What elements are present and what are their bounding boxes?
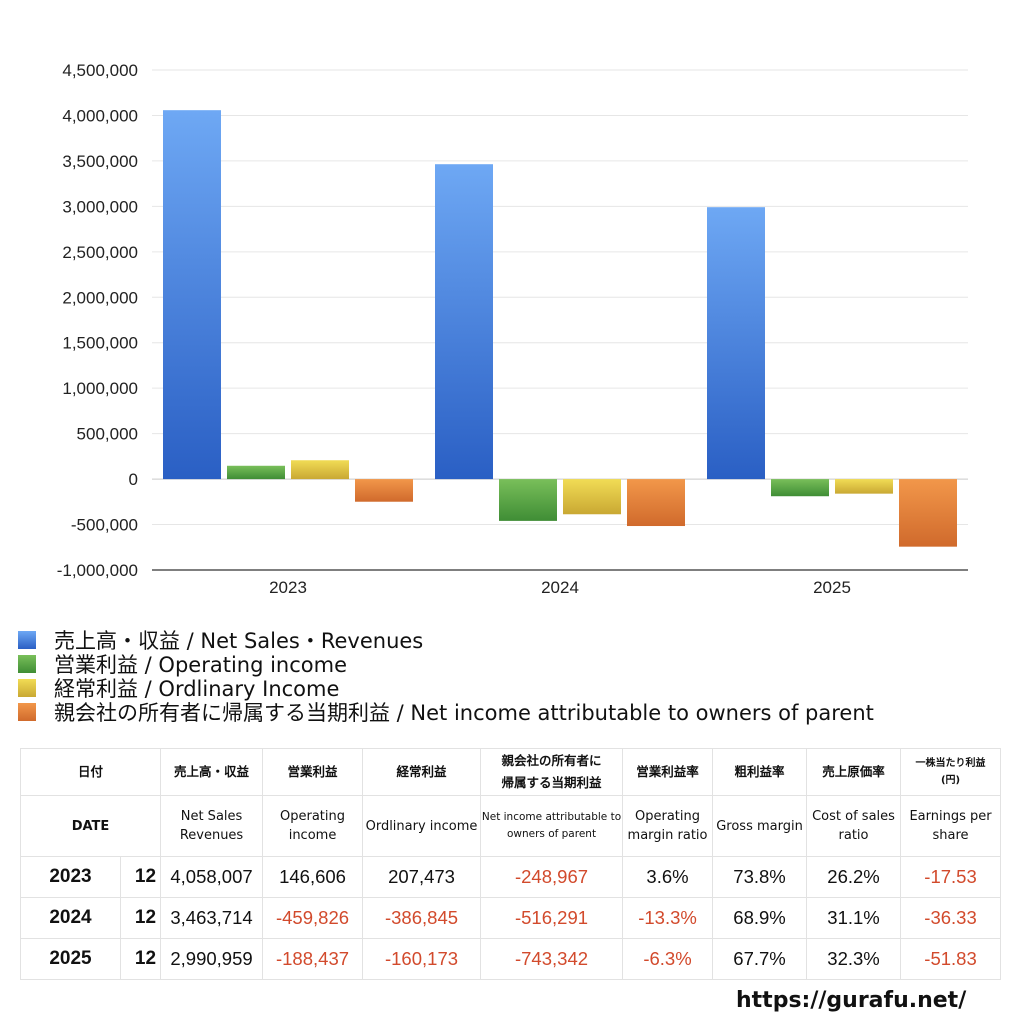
financial-table: 日付 売上高・収益 営業利益 経常利益 親会社の所有者に 帰属する当期利益 営業… [19, 748, 1002, 980]
y-tick-label: -500,000 [71, 516, 138, 535]
site-url: https://gurafu.net/ [736, 988, 967, 1013]
header-cost-ratio-en: Cost of sales ratio [806, 795, 902, 857]
bar-2024-series-0 [435, 164, 493, 480]
legend-swatch-net-sales [18, 631, 36, 649]
header-operating-margin-jp: 営業利益率 [622, 748, 714, 796]
header-cost-ratio-jp: 売上原価率 [806, 748, 902, 796]
legend-label-ordinary-income: 経常利益 / Ordlinary Income [54, 677, 340, 701]
header-operating-income-en: Operating income [262, 795, 364, 857]
y-tick-label: 2,500,000 [62, 243, 138, 262]
cell-eps: -51.83 [900, 938, 1002, 980]
cell-year: 2023 [20, 856, 121, 898]
y-tick-label: 1,000,000 [62, 379, 138, 398]
cell-operating-income: -188,437 [262, 938, 364, 980]
bar-2025-series-3 [899, 479, 957, 547]
cell-operating-income: 146,606 [262, 856, 364, 898]
y-tick-label: 0 [129, 470, 138, 489]
cell-ordinary-income: -386,845 [362, 897, 482, 939]
legend-label-operating-income: 営業利益 / Operating income [54, 653, 348, 677]
header-operating-income-jp: 営業利益 [262, 748, 364, 796]
header-ordinary-income-jp: 経常利益 [362, 748, 482, 796]
bar-2023-series-1 [227, 465, 285, 480]
cell-net-sales: 2,990,959 [160, 938, 264, 980]
cell-month: 12 [119, 938, 162, 980]
table-header-jp: 日付 売上高・収益 営業利益 経常利益 親会社の所有者に 帰属する当期利益 営業… [19, 748, 1002, 796]
y-tick-label: 2,000,000 [62, 288, 138, 307]
cell-month: 12 [119, 856, 162, 898]
header-date-jp: 日付 [19, 748, 162, 796]
bar-2025-series-0 [707, 207, 765, 480]
bar-2024-series-1 [499, 479, 557, 521]
legend-swatch-net-income [18, 703, 36, 721]
bar-2023-series-0 [163, 110, 221, 480]
header-net-income-en: Net income attributable to owners of par… [480, 795, 624, 857]
bar-chart: -1,000,000 -500,000 0 500,000 1,000,000 1,500… [57, 61, 968, 597]
x-tick-label: 2025 [813, 578, 851, 597]
cell-cost-ratio: 32.3% [806, 938, 902, 980]
table-row: 2025 12 2,990,959 -188,437 -160,173 -743… [20, 938, 1002, 980]
legend: 売上高・収益 / Net Sales・Revenues 営業利益 / Opera… [18, 628, 874, 725]
bar-2023-series-3 [355, 479, 413, 502]
header-net-sales-jp: 売上高・収益 [160, 748, 264, 796]
tick-labels: -1,000,000 -500,000 0 500,000 1,000,000 1,500… [57, 61, 851, 597]
header-net-income-jp: 親会社の所有者に 帰属する当期利益 [480, 748, 624, 796]
header-operating-margin-en: Operating margin ratio [622, 795, 714, 857]
header-gross-margin-jp: 粗利益率 [712, 748, 808, 796]
cell-operating-margin: -6.3% [622, 938, 714, 980]
cell-operating-income: -459,826 [262, 897, 364, 939]
legend-item-net-income: 親会社の所有者に帰属する当期利益 / Net income attributab… [18, 700, 874, 725]
y-tick-label: 1,500,000 [62, 334, 138, 353]
grid-lines [152, 69, 968, 571]
cell-net-income: -248,967 [480, 856, 624, 898]
cell-ordinary-income: -160,173 [362, 938, 482, 980]
cell-month: 12 [119, 897, 162, 939]
x-tick-label: 2023 [269, 578, 307, 597]
bars [163, 110, 957, 547]
cell-eps: -17.53 [900, 856, 1002, 898]
header-gross-margin-en: Gross margin [712, 795, 808, 857]
y-tick-label: 3,000,000 [62, 197, 138, 216]
bar-2024-series-2 [563, 479, 621, 515]
legend-swatch-operating-income [18, 655, 36, 673]
cell-ordinary-income: 207,473 [362, 856, 482, 898]
bar-2025-series-1 [771, 479, 829, 497]
y-tick-label: 500,000 [77, 425, 138, 444]
cell-cost-ratio: 26.2% [806, 856, 902, 898]
table-row: 2023 12 4,058,007 146,606 207,473 -248,9… [20, 856, 1002, 898]
cell-year: 2024 [20, 897, 121, 939]
y-tick-label: 4,000,000 [62, 106, 138, 125]
cell-year: 2025 [20, 938, 121, 980]
legend-item-operating-income: 営業利益 / Operating income [18, 652, 874, 677]
legend-item-ordinary-income: 経常利益 / Ordlinary Income [18, 676, 874, 701]
cell-net-sales: 3,463,714 [160, 897, 264, 939]
cell-cost-ratio: 31.1% [806, 897, 902, 939]
bar-2024-series-3 [627, 479, 685, 527]
legend-label-net-income: 親会社の所有者に帰属する当期利益 / Net income attributab… [54, 701, 874, 725]
y-tick-label: -1,000,000 [57, 561, 138, 580]
header-net-sales-en: Net Sales Revenues [160, 795, 264, 857]
y-tick-label: 4,500,000 [62, 61, 138, 80]
cell-net-sales: 4,058,007 [160, 856, 264, 898]
cell-eps: -36.33 [900, 897, 1002, 939]
bar-2023-series-2 [291, 460, 349, 480]
bar-2025-series-2 [835, 479, 893, 494]
y-tick-label: 3,500,000 [62, 152, 138, 171]
table-row: 2024 12 3,463,714 -459,826 -386,845 -516… [20, 897, 1002, 939]
table-header-en: DATE Net Sales Revenues Operating income… [19, 795, 1002, 857]
cell-net-income: -516,291 [480, 897, 624, 939]
legend-item-net-sales: 売上高・収益 / Net Sales・Revenues [18, 628, 874, 653]
cell-gross-margin: 67.7% [712, 938, 808, 980]
cell-operating-margin: 3.6% [622, 856, 714, 898]
legend-swatch-ordinary-income [18, 679, 36, 697]
x-tick-label: 2024 [541, 578, 579, 597]
cell-operating-margin: -13.3% [622, 897, 714, 939]
header-eps-jp: 一株当たり利益 (円) [900, 748, 1002, 796]
header-eps-en: Earnings per share [900, 795, 1002, 857]
legend-label-net-sales: 売上高・収益 / Net Sales・Revenues [54, 629, 424, 653]
cell-gross-margin: 68.9% [712, 897, 808, 939]
header-date-en: DATE [19, 795, 162, 857]
header-ordinary-income-en: Ordlinary income [362, 795, 482, 857]
cell-gross-margin: 73.8% [712, 856, 808, 898]
cell-net-income: -743,342 [480, 938, 624, 980]
